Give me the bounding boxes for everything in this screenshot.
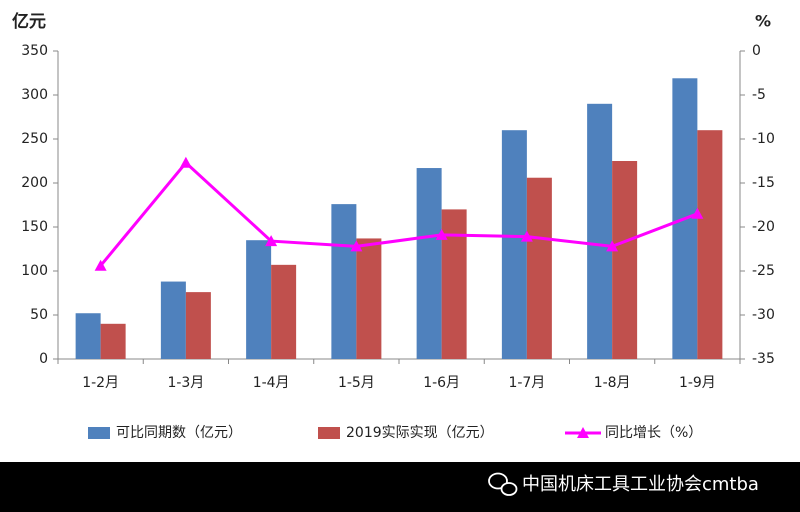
y-tick-label: 350 [21,43,48,59]
x-tick-label: 1-5月 [338,375,375,391]
y-tick-label: 50 [30,307,48,323]
x-tick-label: 1-7月 [508,375,545,391]
legend-marker [577,427,589,438]
x-tick-label: 1-3月 [167,375,204,391]
bar [160,281,186,359]
bar [100,323,126,359]
bar [612,161,638,359]
y2-tick-label: 0 [752,43,761,59]
y-tick-label: 250 [21,131,48,147]
bar [587,103,613,359]
footer-bar [0,462,800,512]
y-axis-unit: 亿元 [12,11,46,32]
legend-label: 同比增长（%） [605,425,702,441]
legend-swatch [88,427,110,439]
y-tick-label: 300 [21,87,48,103]
bar [356,238,382,359]
line-marker [265,235,278,247]
line-marker [179,156,192,168]
legend-swatch [318,427,340,439]
y-tick-label: 200 [21,175,48,191]
y2-tick-label: -5 [752,87,766,103]
legend-label: 可比同期数（亿元） [116,425,242,441]
line-marker [691,207,704,219]
bar [246,240,272,359]
line [99,160,698,267]
bar [441,209,467,359]
x-tick-label: 1-8月 [594,375,631,391]
x-tick-label: 1-9月 [679,375,716,391]
line-marker [350,240,363,252]
bar [501,130,527,359]
line-marker [94,259,107,271]
y2-tick-label: -25 [752,263,775,279]
line-marker [606,240,619,252]
y2-tick-label: -35 [752,351,775,367]
y2-tick-label: -15 [752,175,775,191]
footer-text: 中国机床工具工业协会cmtba [522,474,759,495]
bar [75,313,101,359]
chart-background [0,0,800,462]
legend-label: 2019实际实现（亿元） [346,425,494,441]
bar [331,204,357,359]
x-tick-label: 1-2月 [82,375,119,391]
y2-tick-label: -20 [752,219,775,235]
x-tick-label: 1-4月 [253,375,290,391]
line-marker [435,228,448,240]
y-tick-label: 100 [21,263,48,279]
y2-axis-unit: % [755,12,771,31]
y-tick-label: 150 [21,219,48,235]
y2-tick-label: -30 [752,307,775,323]
y2-tick-label: -10 [752,131,775,147]
bar [526,177,552,359]
wechat-icon [488,472,518,496]
bar [185,292,211,359]
line-marker [520,230,533,242]
bar [416,168,442,359]
bar [271,264,297,359]
y-tick-label: 0 [39,351,48,367]
x-tick-label: 1-6月 [423,375,460,391]
bar [697,130,723,359]
